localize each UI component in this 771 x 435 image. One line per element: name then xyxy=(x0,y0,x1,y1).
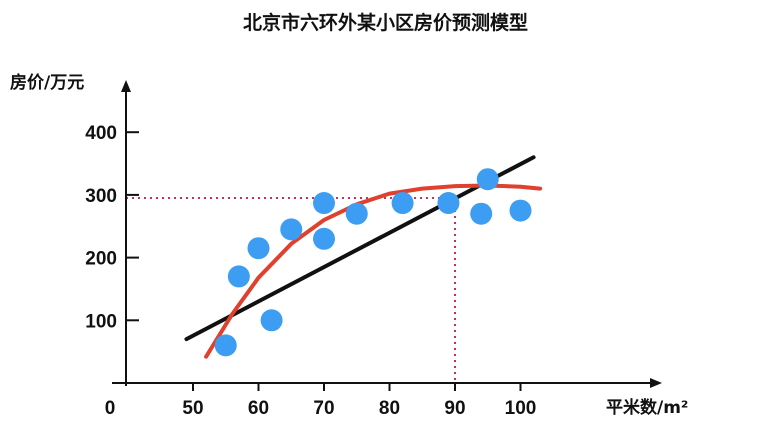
x-axis-label: 平米数/m² xyxy=(606,397,688,418)
data-point-12 xyxy=(509,199,532,222)
data-point-1 xyxy=(227,265,250,288)
data-point-7 xyxy=(345,202,368,225)
y-tick-label-1: 200 xyxy=(85,249,117,270)
data-point-10 xyxy=(470,202,493,225)
axes xyxy=(112,80,662,388)
data-point-9 xyxy=(437,192,460,215)
x-tick-label-3: 80 xyxy=(379,398,400,419)
y-axis-label: 房价/万元 xyxy=(10,72,84,93)
data-point-5 xyxy=(313,192,335,215)
x-tick-label-5: 100 xyxy=(505,398,537,419)
data-point-4 xyxy=(280,218,303,241)
data-point-2 xyxy=(247,237,270,260)
x-tick-label-2: 70 xyxy=(313,398,334,419)
origin-label: 0 xyxy=(105,398,116,419)
data-point-0 xyxy=(214,334,237,357)
y-tick-label-0: 100 xyxy=(85,311,117,332)
ticks: 50 60 70 80 90 100 100 200 300 400 xyxy=(85,123,536,419)
data-points xyxy=(214,168,532,357)
x-axis-arrow xyxy=(650,378,662,388)
reference-lines xyxy=(126,197,456,383)
y-tick-label-3: 400 xyxy=(85,123,117,144)
data-point-3 xyxy=(260,309,283,332)
x-tick-label-1: 60 xyxy=(248,398,269,419)
y-axis-arrow xyxy=(121,80,131,92)
chart-title: 北京市六环外某小区房价预测模型 xyxy=(242,12,528,34)
data-point-11 xyxy=(476,168,499,191)
data-point-6 xyxy=(313,227,335,250)
y-tick-label-2: 300 xyxy=(85,186,117,207)
x-tick-label-4: 90 xyxy=(444,398,465,419)
data-point-8 xyxy=(391,192,414,215)
x-tick-label-0: 50 xyxy=(182,398,203,419)
